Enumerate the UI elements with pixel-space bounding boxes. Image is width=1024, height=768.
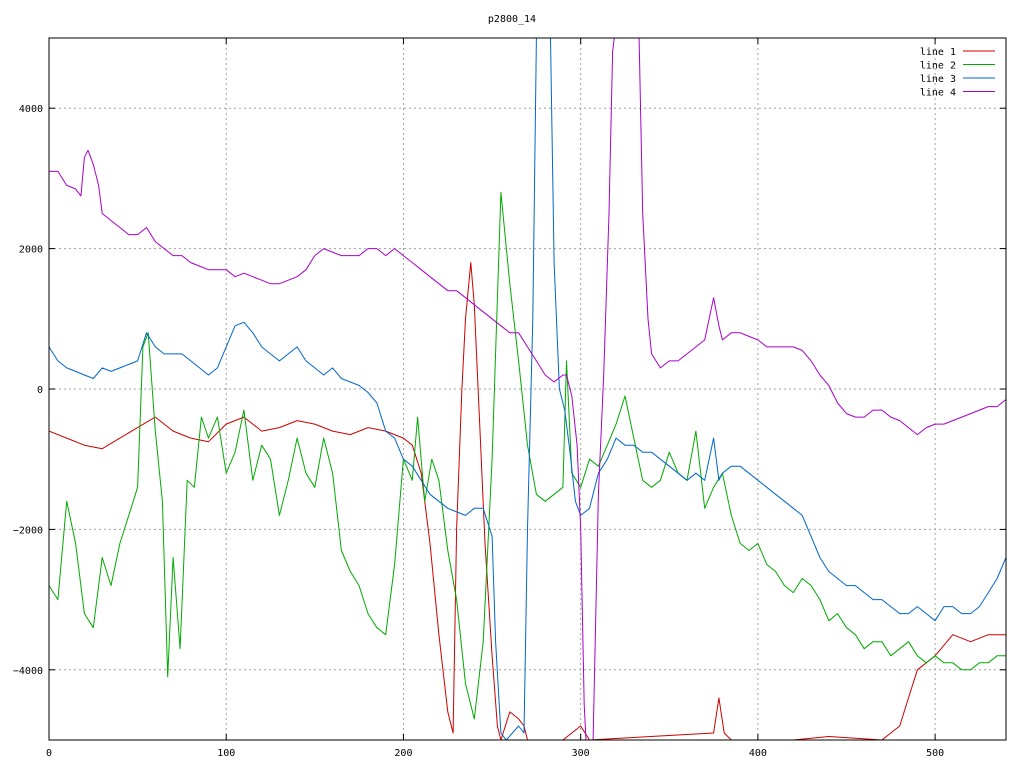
x-tick-label: 500 <box>926 748 944 759</box>
series-lines <box>49 38 1006 740</box>
legend-label-3: line 3 <box>920 74 956 85</box>
y-tick-label: 0 <box>37 385 43 396</box>
plot-frame <box>48 37 1007 741</box>
series-line-1 <box>49 262 1006 740</box>
x-tick-label: 100 <box>217 748 235 759</box>
series-line-4 <box>49 38 1006 740</box>
legend-label-1: line 1 <box>920 47 956 58</box>
y-tick-label: 2000 <box>19 245 43 256</box>
axis-ticks: 0 100 200 300 400 500 −4000 −2000 0 2000 4000 <box>13 38 1006 759</box>
series-line-2 <box>49 191 1006 720</box>
y-tick-label: −2000 <box>13 525 43 536</box>
x-tick-label: 300 <box>572 748 590 759</box>
y-tick-label: −4000 <box>13 666 43 677</box>
x-tick-label: 200 <box>394 748 412 759</box>
legend-label-4: line 4 <box>920 88 956 99</box>
x-tick-label: 400 <box>749 748 767 759</box>
chart-title: p2800_14 <box>488 14 536 25</box>
y-tick-label: 4000 <box>19 104 43 115</box>
legend-label-2: line 2 <box>920 61 956 72</box>
series-line-3 <box>49 38 1006 740</box>
x-tick-label: 0 <box>46 748 52 759</box>
grid-lines <box>49 38 1006 740</box>
legend: line 1 line 2 line 3 line 4 <box>920 47 995 99</box>
